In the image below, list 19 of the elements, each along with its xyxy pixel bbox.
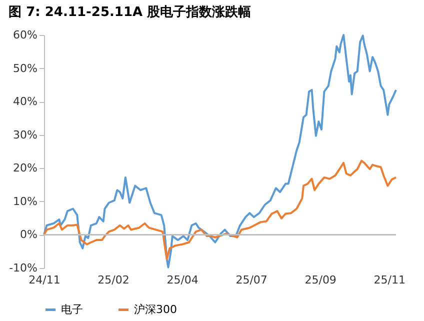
y-tick-label: 30% (13, 128, 38, 142)
x-tick-label: 25/04 (166, 274, 198, 286)
y-tick-label: 60% (13, 28, 38, 42)
legend-label: 沪深300 (134, 302, 177, 316)
x-tick-label: 25/09 (304, 274, 336, 286)
x-tick-label: 25/07 (236, 274, 268, 286)
x-tick-label: 25/11 (374, 274, 406, 286)
y-tick-label: 0% (20, 228, 38, 242)
line-series (43, 34, 397, 268)
y-tick-label: 10% (13, 194, 38, 208)
chart-title: 图 7: 24.11-25.11A 股电子指数涨跌幅 (8, 5, 252, 20)
x-tick-label: 25/02 (98, 274, 130, 286)
legend-label: 电子 (61, 302, 83, 316)
x-tick-label: 24/11 (28, 274, 60, 286)
y-tick-label: 50% (13, 62, 38, 75)
line-series (43, 160, 397, 260)
y-tick-label: -10% (9, 262, 38, 274)
y-tick-label: 40% (13, 95, 38, 108)
y-tick-label: 20% (13, 162, 38, 175)
